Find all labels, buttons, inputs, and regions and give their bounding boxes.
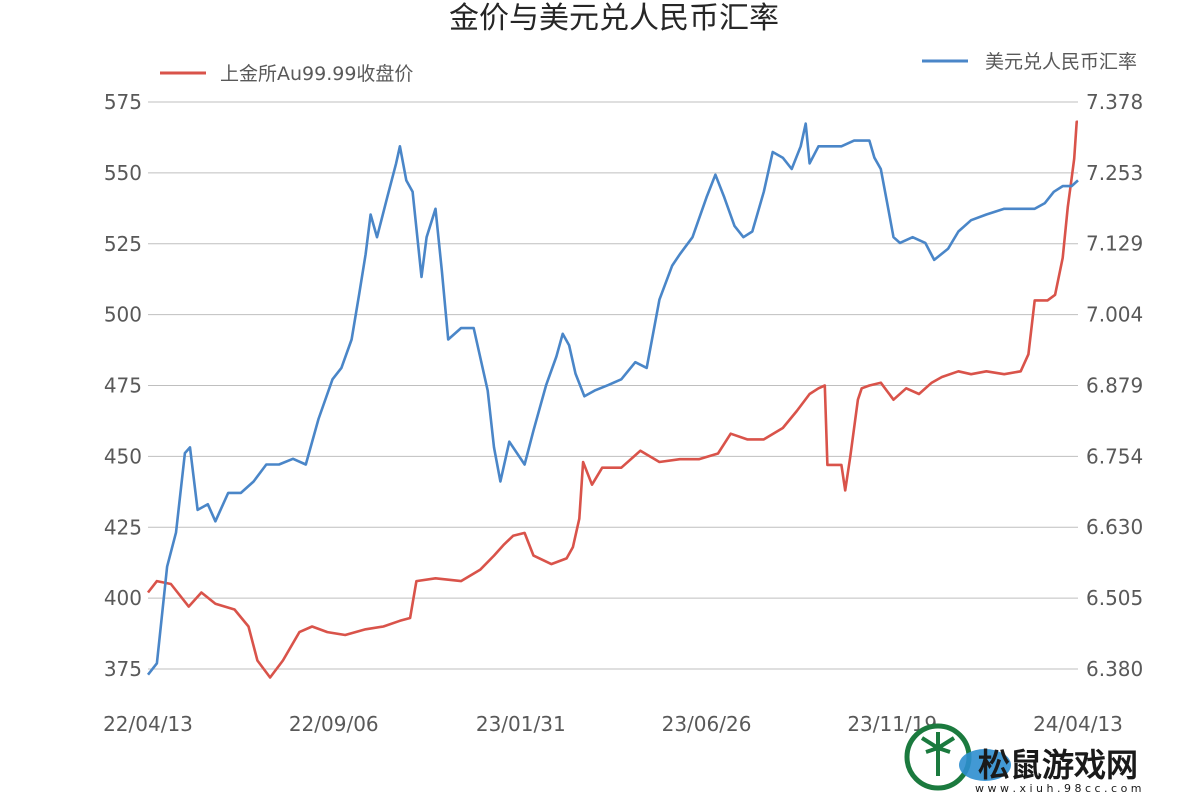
- legend-label-gold: 上金所Au99.99收盘价: [220, 63, 413, 85]
- right-tick-label: 6.754: [1086, 445, 1143, 469]
- left-tick-label: 525: [104, 232, 142, 256]
- right-tick-label: 6.380: [1086, 657, 1143, 681]
- watermark-palm-icon: [920, 732, 956, 776]
- x-axis-ticks: 22/04/13 22/09/06 23/01/31 23/06/26 23/11/19…: [103, 712, 1123, 736]
- chart-title: 金价与美元兑人民币汇率: [449, 1, 779, 36]
- left-tick-label: 425: [104, 515, 142, 539]
- x-tick-label: 22/04/13: [103, 712, 193, 736]
- right-axis-ticks: 6.380 6.505 6.630 6.754 6.879 7.004 7.129 7.253…: [1086, 90, 1143, 681]
- right-tick-label: 6.879: [1086, 374, 1143, 398]
- series-lines: [146, 120, 1079, 679]
- left-tick-label: 475: [104, 374, 142, 398]
- right-tick-label: 7.378: [1086, 90, 1143, 114]
- x-tick-label: 23/06/26: [662, 712, 752, 736]
- watermark-swoosh-icon: [959, 749, 1011, 781]
- watermark-text: 松鼠游戏网: [978, 746, 1138, 784]
- legend-label-usdcny: 美元兑人民币汇率: [985, 51, 1137, 73]
- series-line-usdcny: [146, 122, 1079, 676]
- x-tick-label: 24/04/13: [1033, 712, 1123, 736]
- left-tick-label: 575: [104, 90, 142, 114]
- left-tick-label: 400: [104, 586, 142, 610]
- right-tick-label: 6.630: [1086, 515, 1143, 539]
- left-tick-label: 500: [104, 303, 142, 327]
- right-tick-label: 6.505: [1086, 586, 1143, 610]
- right-tick-label: 7.129: [1086, 231, 1143, 255]
- x-tick-label: 22/09/06: [289, 712, 379, 736]
- x-tick-label: 23/01/31: [476, 712, 566, 736]
- series-line-gold: [146, 120, 1078, 679]
- watermark: 松鼠游戏网 w w w . x i u h . 9 8 c c . c o m: [904, 723, 1142, 795]
- watermark-url: w w w . x i u h . 9 8 c c . c o m: [975, 782, 1142, 795]
- right-tick-label: 7.004: [1086, 302, 1143, 326]
- left-tick-label: 450: [104, 444, 142, 468]
- legend: 上金所Au99.99收盘价 美元兑人民币汇率: [160, 51, 1137, 85]
- gridlines: [148, 101, 1078, 670]
- left-tick-label: 550: [104, 161, 142, 185]
- left-axis-ticks: 375 400 425 450 475 500 525 550 575: [104, 90, 142, 681]
- left-tick-label: 375: [104, 657, 142, 681]
- right-tick-label: 7.253: [1086, 161, 1143, 185]
